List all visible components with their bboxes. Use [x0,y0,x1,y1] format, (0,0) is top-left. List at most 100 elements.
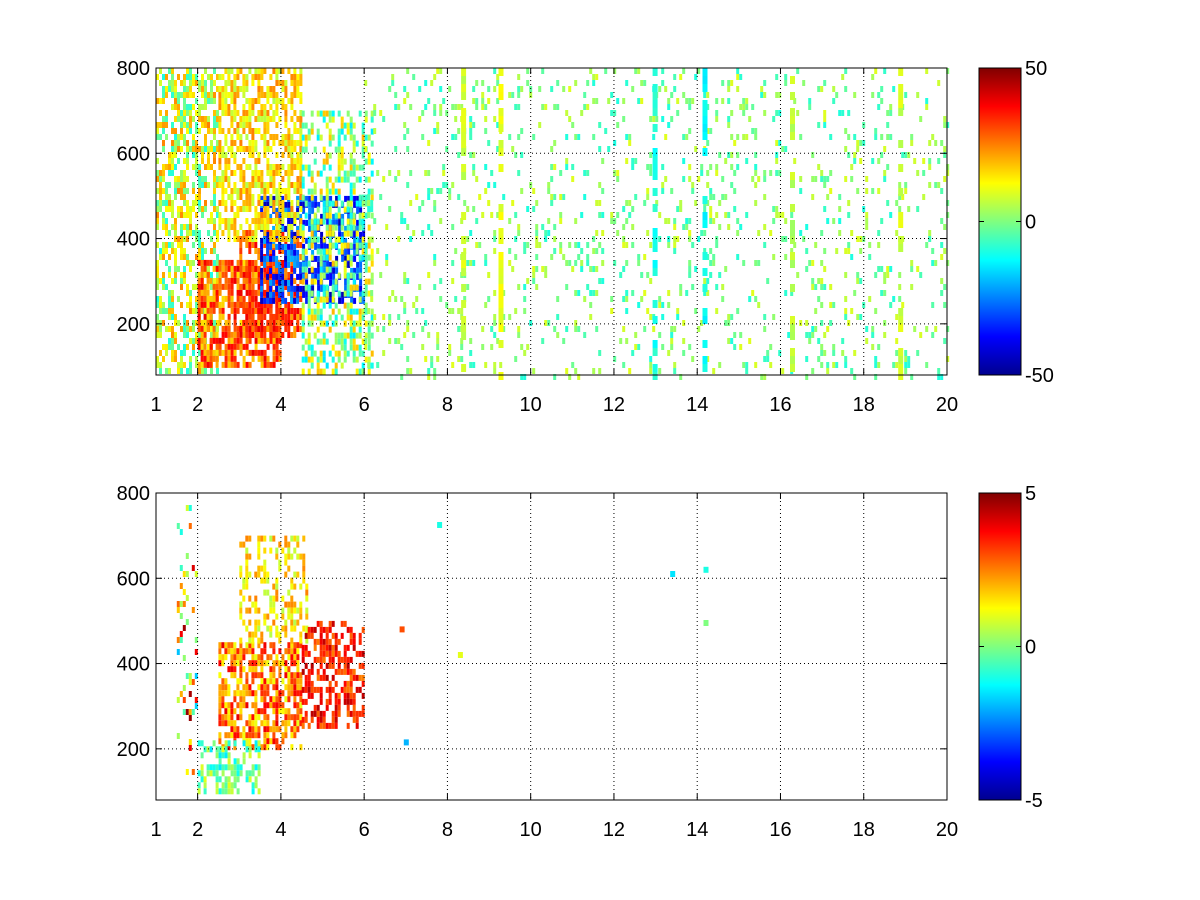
heatmap-cell [658,212,662,218]
heatmap-cell [346,308,350,315]
heatmap-cell [916,206,920,212]
heatmap-cell [162,284,165,290]
heatmap-cell [733,206,737,212]
heatmap-cell [180,350,183,356]
heatmap-cell [242,182,246,188]
heatmap-cell [451,104,455,110]
heatmap-cell [260,577,264,584]
heatmap-cell [260,744,264,751]
heatmap-cell [877,266,881,272]
heatmap-cell [257,170,261,176]
heatmap-cell [299,224,303,230]
heatmap-cell [221,678,225,685]
heatmap-cell [931,260,935,266]
heatmap-cell [296,320,300,326]
heatmap-cell [412,230,416,236]
heatmap-cell [287,672,291,679]
heatmap-cell [266,158,270,164]
heatmap-cell [254,331,258,338]
heatmap-cell [260,308,264,314]
heatmap-cell [487,182,491,188]
heatmap-cell [278,170,282,176]
heatmap-cell [293,278,297,284]
heatmap-cell [266,195,270,202]
heatmap-cell [394,176,398,182]
heatmap-cell [287,714,291,721]
heatmap-cell [224,200,228,206]
heatmap-cell [709,194,713,200]
heatmap-cell [307,344,311,351]
heatmap-cell [239,690,243,697]
heatmap-cell [928,158,932,164]
heatmap-cell [727,80,731,86]
heatmap-cell [667,218,671,224]
heatmap-cell [248,277,252,284]
heatmap-cell [165,188,168,194]
heatmap-cell [352,326,356,333]
heatmap-cell [362,231,366,238]
heatmap-cell [263,290,267,296]
heatmap-cell [168,344,171,350]
heatmap-cell [325,632,329,639]
heatmap-cell [697,68,701,74]
heatmap-cell [595,74,599,80]
heatmap-cell [301,134,305,141]
heatmap-cell [284,116,288,122]
heatmap-cell [221,660,225,667]
heatmap-streak [898,108,904,116]
heatmap-cell [287,68,291,74]
heatmap-cell [691,188,695,194]
heatmap-cell [230,122,234,128]
heatmap-cell [502,194,506,200]
heatmap-cell [328,176,332,183]
heatmap-cell [260,648,264,655]
heatmap-cell [263,349,267,356]
heatmap-cell [625,290,629,296]
heatmap-cell [278,218,282,224]
heatmap-cell [281,140,285,146]
heatmap-cell [331,344,335,351]
heatmap-cell [355,308,359,315]
heatmap-cell [275,314,279,320]
heatmap-cell [174,230,177,236]
heatmap-cell [203,361,207,368]
heatmap-cell [334,176,338,183]
heatmap-cell [227,714,231,721]
heatmap-cell [745,368,749,374]
heatmap-cell [242,331,246,338]
heatmap-cell [239,319,243,326]
heatmap-cell [299,116,303,122]
heatmap-cell [284,696,288,703]
heatmap-cell [191,607,195,613]
heatmap-cell [332,267,336,274]
heatmap-cell [826,368,830,374]
heatmap-cell [553,104,557,110]
heatmap-cell [394,296,398,302]
heatmap-cell [189,296,192,302]
heatmap-cell [257,654,261,661]
heatmap-cell [592,98,596,104]
heatmap-cell [272,260,276,266]
heatmap-cell [355,716,359,723]
heatmap-cell [209,770,213,777]
heatmap-cell [290,744,294,751]
heatmap-cell [230,92,234,98]
heatmap-cell [227,337,231,344]
heatmap-cell [352,224,356,231]
heatmap-cell [856,188,860,194]
heatmap-cell [296,164,300,170]
heatmap-cell [934,182,938,188]
heatmap-streak [898,84,904,92]
heatmap-cell [352,338,356,345]
heatmap-cell [206,259,210,266]
heatmap-cell [532,278,536,284]
heatmap-cell [189,230,192,236]
heatmap-cell [553,194,557,200]
heatmap-cell [469,134,473,140]
heatmap-cell [281,314,285,320]
heatmap-cell [293,601,297,608]
heatmap-cell [218,764,222,771]
heatmap-cell [269,314,273,320]
heatmap-cell [421,230,425,236]
heatmap-cell [322,236,326,243]
